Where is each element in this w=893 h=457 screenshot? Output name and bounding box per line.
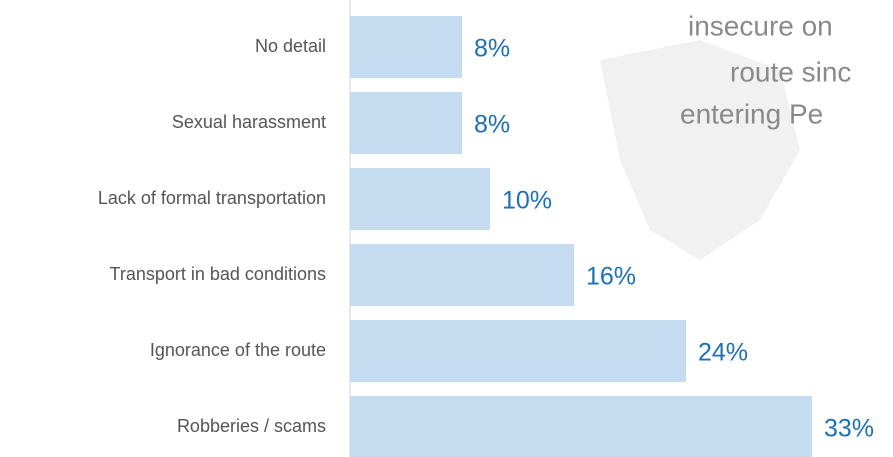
category-label: Robberies / scams bbox=[177, 416, 326, 436]
category-label: Ignorance of the route bbox=[150, 340, 326, 360]
value-label: 16% bbox=[586, 263, 636, 291]
value-label: 10% bbox=[502, 187, 552, 215]
category-label: Transport in bad conditions bbox=[110, 264, 326, 284]
bar bbox=[350, 168, 490, 230]
title-line: route sinc bbox=[730, 56, 851, 87]
category-label: Lack of formal transportation bbox=[98, 188, 326, 208]
title-line: insecure on bbox=[688, 10, 833, 41]
bar bbox=[350, 396, 812, 457]
category-label: Sexual harassment bbox=[172, 112, 326, 132]
map-shape bbox=[600, 40, 800, 260]
bar bbox=[350, 320, 686, 382]
value-label: 24% bbox=[698, 339, 748, 367]
bar bbox=[350, 16, 462, 78]
bar bbox=[350, 244, 574, 306]
value-label: 33% bbox=[824, 415, 874, 443]
value-label: 8% bbox=[474, 111, 510, 139]
title-line: entering Pe bbox=[680, 98, 823, 129]
category-label: No detail bbox=[255, 36, 326, 56]
value-label: 8% bbox=[474, 35, 510, 63]
bar bbox=[350, 92, 462, 154]
background-map bbox=[600, 40, 800, 260]
